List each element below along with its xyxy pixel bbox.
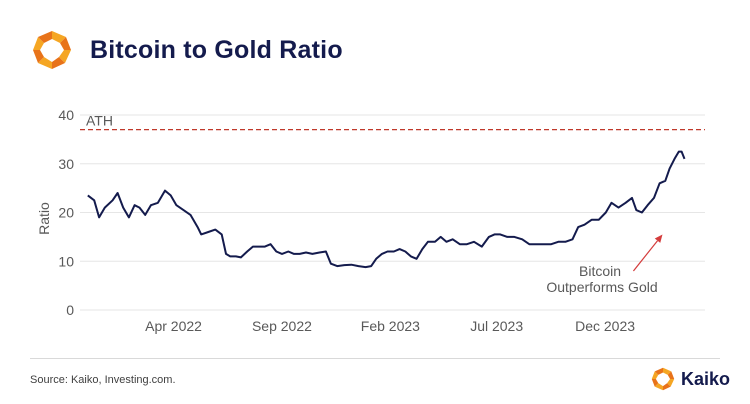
x-tick-label: Sep 2022 — [252, 318, 312, 334]
line-chart: 0 10 20 30 40 Apr 2022 Sep 2022 Feb 2023 Jul 20… — [36, 107, 705, 334]
y-tick-label: 10 — [58, 253, 74, 269]
y-tick-label: 40 — [58, 107, 74, 123]
y-tick-label: 20 — [58, 205, 74, 221]
page-title: Bitcoin to Gold Ratio — [90, 35, 343, 64]
kaiko-brand-icon — [651, 367, 675, 391]
ath-label: ATH — [86, 113, 113, 129]
brand: Kaiko — [650, 366, 730, 392]
grid-lines — [80, 114, 705, 311]
annotation: Bitcoin Outperforms Gold — [546, 234, 663, 295]
source-note: Source: Kaiko, Investing.com. — [30, 374, 176, 386]
x-axis-ticks: Apr 2022 Sep 2022 Feb 2023 Jul 2023 Dec 2023 — [145, 318, 635, 334]
x-tick-label: Dec 2023 — [575, 318, 635, 334]
y-axis-ticks: 0 10 20 30 40 — [58, 107, 74, 318]
annotation-arrow — [632, 240, 658, 272]
chart-header: Bitcoin to Gold Ratio — [30, 24, 343, 76]
footer-divider — [30, 358, 720, 359]
x-tick-label: Jul 2023 — [470, 318, 523, 334]
kaiko-logo-icon — [33, 31, 71, 69]
x-tick-label: Apr 2022 — [145, 318, 202, 334]
y-axis-label: Ratio — [36, 202, 52, 235]
annotation-arrowhead — [654, 234, 663, 243]
annotation-text: Bitcoin Outperforms Gold — [546, 263, 657, 295]
annotation-line-2: Outperforms Gold — [546, 279, 657, 295]
y-tick-label: 0 — [66, 302, 74, 318]
brand-name: Kaiko — [680, 368, 730, 389]
x-tick-label: Feb 2023 — [361, 318, 420, 334]
annotation-line-1: Bitcoin — [579, 263, 621, 279]
series-line-ratio — [87, 150, 686, 269]
y-tick-label: 30 — [58, 156, 74, 172]
